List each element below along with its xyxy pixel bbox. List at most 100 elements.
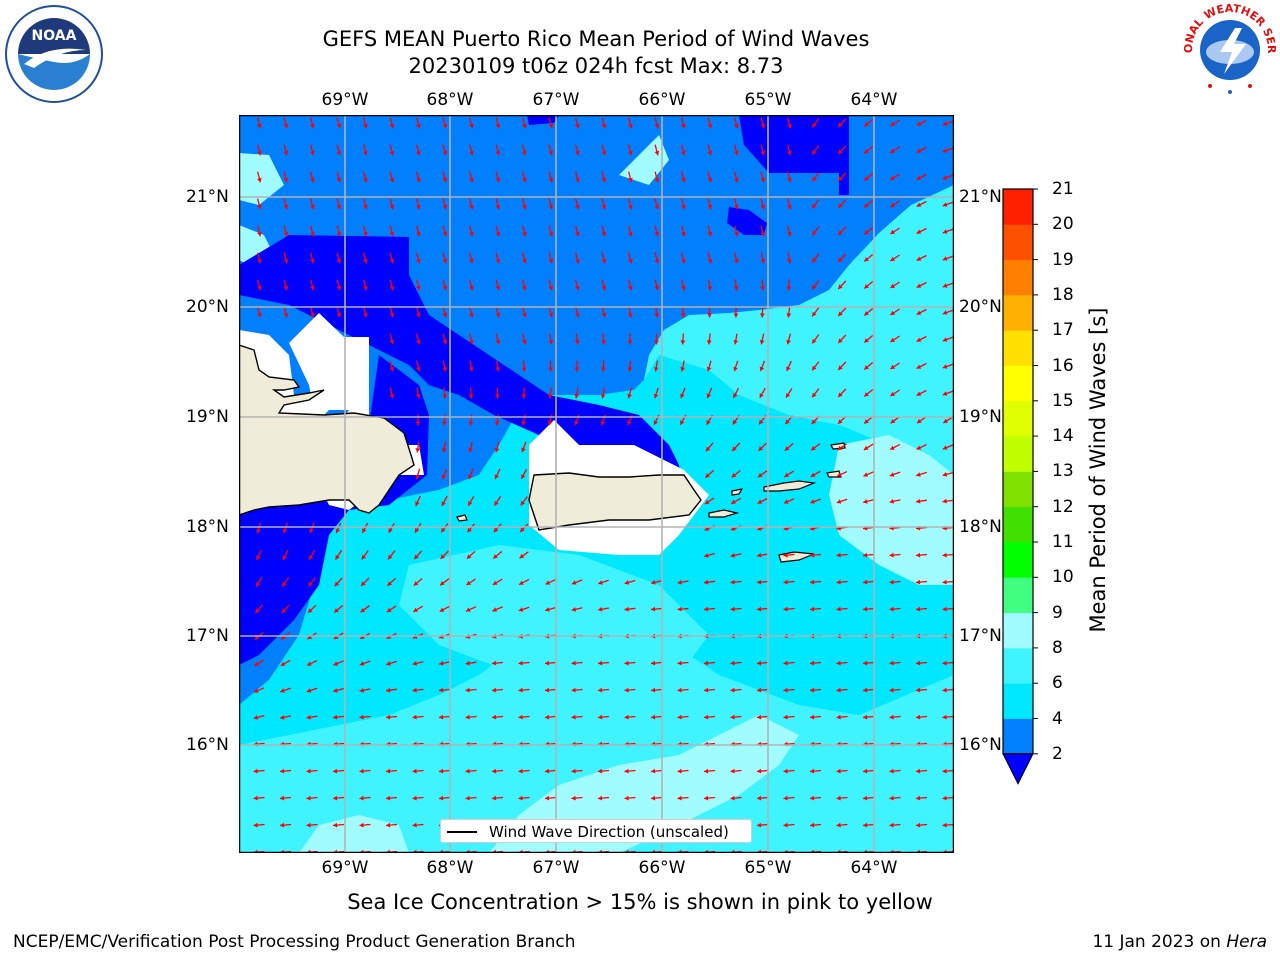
wind-wave-arrow-head	[628, 285, 633, 291]
wind-wave-arrow-head	[415, 448, 421, 453]
wind-wave-arrow-head	[706, 420, 711, 425]
wind-wave-arrow-head	[336, 177, 342, 183]
wind-wave-arrow-head	[942, 175, 948, 180]
sea-ice-note: Sea Ice Concentration > 15% is shown in …	[347, 890, 933, 914]
colorbar-segment	[1003, 365, 1033, 402]
wind-wave-arrow-head	[469, 285, 474, 291]
wind-wave-arrow-head	[310, 204, 315, 210]
wind-wave-arrow-head	[306, 768, 311, 774]
wind-wave-arrow-head	[730, 606, 735, 612]
wind-wave-arrow-head	[783, 768, 788, 774]
wind-wave-arrow-head	[890, 445, 895, 450]
wind-wave-arrow-head	[492, 660, 497, 666]
wind-wave-arrow-head	[837, 445, 843, 451]
wind-wave-arrow-head	[336, 285, 342, 291]
wind-wave-arrow-head	[416, 258, 421, 264]
wind-wave-arrow-head	[469, 123, 474, 129]
field-2-4	[239, 115, 954, 705]
wind-wave-arrow-head	[624, 768, 629, 774]
wind-wave-arrow-head	[601, 231, 607, 237]
wind-wave-arrow-head	[651, 660, 656, 666]
wind-wave-arrow-head	[387, 581, 392, 586]
wind-wave-arrow-head	[386, 714, 391, 720]
wind-wave-arrow-head	[518, 795, 523, 801]
wind-wave-arrow-head	[812, 365, 817, 371]
wind-wave-arrow-head	[336, 312, 342, 318]
wind-wave-arrow-head	[787, 204, 792, 210]
wind-wave-arrow-head	[706, 366, 712, 372]
lon-label-top-68w: 68°W	[426, 90, 474, 110]
wind-wave-arrow-head	[916, 256, 922, 261]
wind-wave-arrow-head	[336, 123, 342, 129]
wind-wave-arrow-head	[783, 579, 788, 585]
wind-wave-arrow-head	[521, 421, 526, 426]
colorbar-tick-label: 20	[1052, 214, 1074, 235]
wind-wave-arrow-head	[916, 229, 922, 234]
wind-wave-arrow-head	[575, 231, 580, 237]
wind-wave-arrow-head	[363, 123, 368, 129]
wind-wave-arrow-head	[863, 768, 868, 774]
wind-wave-arrow-head	[812, 311, 817, 317]
lat-label-left-20n: 20°N	[186, 297, 229, 317]
wind-wave-arrow-head	[495, 285, 501, 291]
wind-wave-arrow-head	[416, 231, 421, 237]
wind-wave-arrow-head	[359, 768, 364, 774]
wind-wave-arrow-head	[492, 607, 497, 612]
wind-wave-arrow-head	[548, 367, 553, 372]
wind-wave-arrow-head	[257, 204, 262, 210]
wind-wave-arrow-head	[811, 446, 816, 451]
wind-wave-arrow-head	[624, 606, 629, 612]
wind-wave-arrow-head	[386, 768, 391, 774]
wind-wave-arrow-head	[362, 528, 367, 533]
wind-wave-arrow-head	[522, 231, 527, 237]
wind-wave-arrow-head	[786, 339, 791, 345]
wind-wave-arrow-head	[548, 231, 554, 237]
wind-wave-arrow-head	[677, 795, 682, 801]
wind-wave-arrow-head	[283, 204, 289, 210]
wind-wave-arrow-head	[863, 445, 869, 450]
wind-wave-arrow-head	[864, 230, 869, 235]
map-gridlines	[239, 115, 954, 853]
wind-wave-arrow-head	[359, 688, 364, 693]
wind-wave-arrow-head	[334, 581, 340, 587]
wind-wave-arrow-head	[707, 231, 713, 237]
wind-wave-arrow-head	[545, 687, 550, 693]
wind-wave-arrow-head	[704, 687, 709, 693]
wind-wave-arrow-head	[359, 661, 365, 666]
wind-wave-arrow-head	[916, 202, 922, 207]
wind-wave-arrow-head	[628, 204, 633, 210]
wind-wave-arrow-head	[707, 177, 713, 183]
wind-wave-arrow-head	[495, 367, 501, 372]
wind-wave-arrow-head	[706, 340, 712, 345]
wind-wave-arrow-head	[363, 231, 368, 237]
colorbar-segment	[1003, 471, 1033, 508]
wind-wave-arrow-head	[412, 795, 417, 801]
colorbar-tick-label: 21	[1052, 179, 1074, 199]
wind-wave-arrow-head	[942, 687, 947, 693]
wind-wave-arrow-head	[680, 420, 685, 425]
wind-wave-arrow-head	[628, 123, 633, 129]
colorbar-segment	[1003, 400, 1033, 437]
wind-wave-arrow-head	[784, 499, 789, 504]
field-8-9-east	[829, 435, 954, 585]
wind-wave-arrow-head	[624, 660, 629, 666]
wind-wave-arrow-head	[469, 150, 474, 156]
colorbar-tick-label: 18	[1052, 284, 1074, 305]
colorbar-segment	[1003, 436, 1033, 472]
wind-wave-arrow-head	[414, 554, 419, 560]
wind-wave-arrow-head	[757, 822, 762, 828]
wind-wave-arrow-head	[307, 661, 312, 666]
wind-wave-arrow-head	[704, 714, 709, 720]
wind-wave-arrow-head	[412, 714, 417, 720]
wind-wave-arrow-head	[469, 177, 474, 183]
wind-wave-arrow-head	[760, 177, 766, 183]
wind-wave-arrow-head	[758, 446, 764, 451]
wind-wave-arrow-head	[942, 795, 947, 801]
wind-wave-arrow-head	[863, 579, 868, 585]
wind-wave-arrow-head	[253, 715, 259, 720]
wind-wave-arrow-head	[864, 122, 869, 127]
field-below-2-northeast	[727, 207, 767, 235]
wind-wave-arrow-head	[733, 286, 739, 291]
wind-wave-arrow-head	[836, 714, 841, 720]
wind-wave-arrow-head	[442, 312, 448, 318]
